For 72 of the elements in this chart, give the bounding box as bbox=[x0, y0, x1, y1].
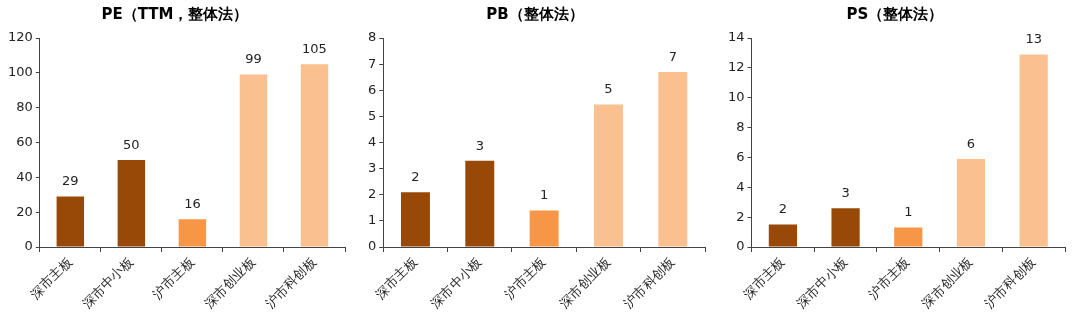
y-tick-label: 20 bbox=[16, 203, 33, 219]
y-tick-label: 6 bbox=[736, 148, 745, 164]
data-label: 3 bbox=[475, 137, 484, 153]
data-label: 105 bbox=[302, 41, 327, 56]
data-label: 1 bbox=[539, 187, 549, 203]
bar bbox=[178, 219, 207, 247]
x-tick-label: 深市主板 bbox=[372, 254, 420, 302]
y-tick-label: 14 bbox=[728, 29, 745, 45]
y-tick-label: 4 bbox=[367, 133, 377, 149]
bar bbox=[300, 64, 329, 247]
y-tick-label: 8 bbox=[367, 29, 377, 45]
x-tick-label: 沪市主板 bbox=[865, 254, 913, 302]
bar bbox=[400, 192, 430, 247]
bar bbox=[768, 224, 797, 247]
x-tick-label: 沪市科创板 bbox=[262, 254, 319, 311]
data-label: 50 bbox=[123, 136, 140, 152]
y-tick-label: 120 bbox=[7, 29, 33, 45]
x-tick-label: 深市创业板 bbox=[201, 254, 258, 311]
y-tick-label: 60 bbox=[16, 133, 33, 149]
x-tick-label: 沪市主板 bbox=[149, 254, 197, 302]
x-tick-label: 沪市主板 bbox=[501, 254, 549, 302]
data-label: 29 bbox=[62, 173, 79, 189]
y-tick-label: 8 bbox=[736, 118, 745, 134]
data-label: 7 bbox=[668, 48, 677, 64]
bar bbox=[658, 71, 688, 247]
bar bbox=[1019, 54, 1048, 247]
bar bbox=[831, 208, 860, 247]
x-tick-label: 深市主板 bbox=[740, 254, 788, 302]
y-tick-label: 0 bbox=[736, 238, 745, 254]
bar bbox=[56, 196, 85, 247]
data-label: 13 bbox=[1025, 31, 1042, 47]
x-tick-label: 深市创业板 bbox=[556, 254, 613, 311]
x-tick-label: 深市主板 bbox=[27, 254, 75, 302]
y-tick-label: 12 bbox=[728, 59, 745, 75]
bar bbox=[894, 227, 923, 247]
bar bbox=[117, 159, 146, 247]
y-tick-label: 3 bbox=[367, 160, 377, 175]
data-label: 3 bbox=[841, 185, 850, 201]
data-label: 1 bbox=[904, 204, 913, 220]
x-tick-label: 沪市科创板 bbox=[620, 254, 678, 311]
y-tick-label: 0 bbox=[367, 238, 377, 254]
chart-title: PB（整体法） bbox=[486, 4, 584, 23]
y-tick-label: 0 bbox=[24, 238, 33, 254]
x-tick-label: 深市中小板 bbox=[793, 254, 851, 311]
bar bbox=[594, 104, 623, 247]
data-label: 6 bbox=[966, 135, 976, 151]
chart-title: PS（整体法） bbox=[846, 4, 944, 23]
y-tick-label: 80 bbox=[16, 99, 33, 115]
x-tick-label: 沪市科创板 bbox=[981, 254, 1039, 311]
data-label: 2 bbox=[411, 169, 420, 185]
data-label: 2 bbox=[778, 201, 788, 217]
y-tick-label: 4 bbox=[736, 178, 745, 194]
x-tick-label: 深市中小板 bbox=[427, 254, 485, 311]
y-tick-label: 7 bbox=[367, 55, 377, 71]
chart-title: PE（TTM，整体法） bbox=[101, 4, 249, 23]
x-tick-label: 深市中小板 bbox=[79, 254, 136, 311]
bar bbox=[239, 74, 268, 247]
data-label: 5 bbox=[604, 81, 613, 97]
y-tick-label: 5 bbox=[367, 107, 377, 123]
y-tick-label: 2 bbox=[367, 186, 377, 202]
y-tick-label: 1 bbox=[367, 212, 377, 228]
y-tick-label: 40 bbox=[16, 168, 33, 184]
x-tick-label: 深市创业板 bbox=[918, 254, 976, 311]
bar bbox=[956, 158, 986, 247]
y-tick-label: 6 bbox=[367, 81, 377, 97]
data-label: 16 bbox=[184, 196, 201, 212]
data-label: 99 bbox=[245, 51, 262, 67]
bar bbox=[529, 210, 559, 247]
y-tick-label: 10 bbox=[728, 89, 745, 105]
bar bbox=[465, 160, 495, 247]
y-tick-label: 100 bbox=[7, 64, 33, 80]
y-tick-label: 2 bbox=[736, 208, 745, 224]
